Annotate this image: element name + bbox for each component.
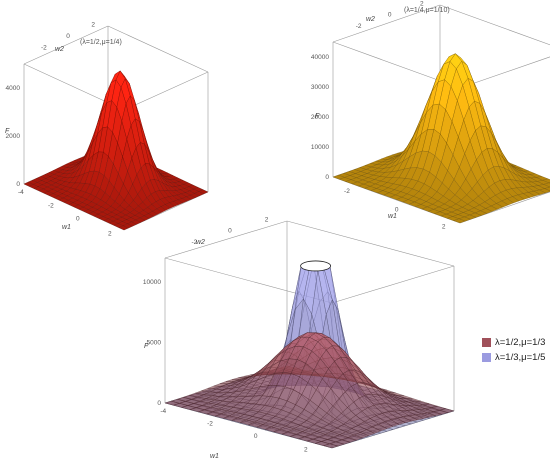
z-tick-label: 2000 <box>6 133 21 140</box>
legend-swatch-1 <box>482 353 491 362</box>
x-tick-label: -2 <box>207 421 213 428</box>
z-tick-label: 10000 <box>143 279 161 286</box>
chart-title: (λ=1/2,μ=1/4) <box>80 39 122 46</box>
legend-swatch-0 <box>482 338 491 347</box>
surface-red <box>23 70 209 231</box>
y-tick-label: -2 <box>41 45 47 52</box>
chart-panel-1: -4 -2 0 2 -2 0 2 0 2000 4000 (λ=1/2,μ=1/4) w1 w2 F <box>5 22 209 237</box>
chart-panel-3: -4 -2 0 2 -2 0 2 0 5000 10000 w1 w2 F <box>143 217 455 460</box>
z-tick-label: 5000 <box>147 340 162 347</box>
z-axis-label: F <box>5 128 10 135</box>
z-axis-label: F <box>144 343 149 350</box>
x-tick-label: 0 <box>395 206 399 213</box>
surface-patch <box>118 225 129 231</box>
z-tick-label: 20000 <box>311 114 329 121</box>
y-tick-label: 2 <box>265 217 269 224</box>
x-tick-label: -4 <box>160 408 166 415</box>
y-tick-label: 2 <box>91 22 95 29</box>
legend-label-0: λ=1/2,μ=1/3 <box>495 337 546 348</box>
box-edge <box>332 4 441 43</box>
box-edge <box>23 25 109 65</box>
x-tick-label: -2 <box>344 188 350 195</box>
surface-orange <box>332 53 550 224</box>
y-tick-label: 0 <box>388 12 392 19</box>
legend-item-0: λ=1/2,μ=1/3 <box>482 335 545 350</box>
z-tick-label: 0 <box>325 174 329 181</box>
x-axis-label: w1 <box>210 453 219 460</box>
clipped-top-cap <box>300 260 332 272</box>
surface-patch <box>453 218 466 224</box>
box-edge <box>123 71 209 111</box>
box-edge <box>164 220 288 259</box>
surface-patch <box>323 443 339 449</box>
y-tick-label: -2 <box>356 23 362 30</box>
chart-title: (λ=1/4,μ=1/10) <box>404 7 450 14</box>
legend: λ=1/2,μ=1/3 λ=1/3,μ=1/5 <box>482 335 545 365</box>
x-tick-label: 2 <box>108 230 112 237</box>
y-tick-label: 0 <box>66 33 70 40</box>
x-tick-label: -2 <box>48 203 54 210</box>
x-tick-label: 2 <box>442 223 446 230</box>
legend-label-1: λ=1/3,μ=1/5 <box>495 352 546 363</box>
y-axis-label: w2 <box>196 239 205 246</box>
surface-series-1 <box>164 332 455 449</box>
box-edge <box>459 56 550 89</box>
y-axis-label: w2 <box>55 46 64 53</box>
legend-item-1: λ=1/3,μ=1/5 <box>482 350 545 365</box>
x-tick-label: 0 <box>76 216 80 223</box>
x-tick-label: 0 <box>254 433 258 440</box>
z-tick-label: 40000 <box>311 54 329 61</box>
z-tick-label: 0 <box>16 181 20 188</box>
box-edge <box>107 25 209 73</box>
x-tick-label: 2 <box>304 447 308 454</box>
x-axis-label: w1 <box>388 213 397 220</box>
y-tick-label: -2 <box>192 239 198 246</box>
z-axis-label: F <box>315 113 320 120</box>
box-edge <box>439 4 550 46</box>
y-tick-label: 0 <box>228 228 232 235</box>
box-edge <box>286 220 455 267</box>
chart-panel-2: -2 0 2 -2 0 2 0 10000 20000 30000 40000 (λ=1/4,μ=1/… <box>311 1 550 230</box>
y-tick-label: 2 <box>420 1 424 8</box>
z-tick-label: 30000 <box>311 84 329 91</box>
y-axis-label: w2 <box>366 16 375 23</box>
x-axis-label: w1 <box>62 224 71 231</box>
z-tick-label: 10000 <box>311 144 329 151</box>
x-tick-label: -4 <box>18 189 24 196</box>
box-edge <box>331 265 455 304</box>
z-tick-label: 0 <box>157 400 161 407</box>
z-tick-label: 4000 <box>6 85 21 92</box>
